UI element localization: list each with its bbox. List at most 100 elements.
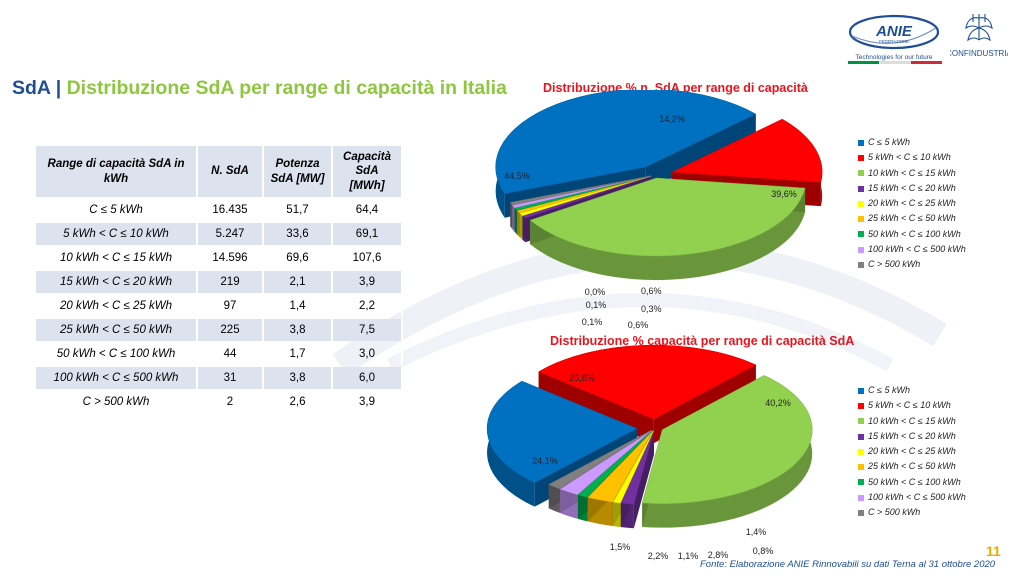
legend-swatch (858, 154, 864, 161)
chart2-title: Distribuzione % capacità per range di ca… (550, 334, 855, 348)
data-label: 14,2% (659, 114, 685, 124)
legend-item: C ≤ 5 kWh (858, 135, 966, 150)
legend-swatch (858, 448, 864, 455)
legend-item: 5 kWh < C ≤ 10 kWh (858, 150, 966, 165)
capacity-cell: 107,6 (333, 247, 403, 269)
pie-slice-4 (612, 430, 654, 504)
range-cell: 20 kWh < C ≤ 25 kWh (36, 295, 198, 317)
range-cell: 5 kWh < C ≤ 10 kWh (36, 223, 198, 245)
data-label: 1,1% (678, 551, 699, 561)
table-row: 50 kWh < C ≤ 100 kWh 44 1,7 3,0 (36, 343, 403, 365)
data-label: 44,5% (504, 171, 530, 181)
legend-item: 10 kWh < C ≤ 15 kWh (858, 414, 966, 429)
data-label: 0,6% (641, 286, 662, 296)
pie-slice-1 (538, 344, 757, 420)
capacity-cell: 69,1 (333, 223, 403, 245)
data-label: 2,8% (708, 550, 729, 560)
legend-label: 25 kWh < C ≤ 50 kWh (868, 213, 956, 224)
legend-swatch (858, 246, 864, 253)
count-cell: 97 (198, 295, 264, 317)
legend-label: 20 kWh < C ≤ 25 kWh (868, 198, 956, 209)
pie-slice-3 (620, 430, 655, 505)
header-range: Range di capacità SdA in kWh (36, 146, 198, 197)
count-cell: 5.247 (198, 223, 264, 245)
header-capacity: Capacità SdA [MWh] (333, 146, 403, 197)
count-cell: 16.435 (198, 199, 264, 221)
pie-slice-6 (577, 430, 653, 498)
count-cell: 219 (198, 271, 264, 293)
power-cell: 1,4 (264, 295, 333, 317)
legend-item: C > 500 kWh (858, 505, 966, 520)
capacity-cell: 64,4 (333, 199, 403, 221)
capacity-table: Range di capacità SdA in kWh N. SdA Pote… (36, 144, 403, 415)
legend-item: 5 kWh < C ≤ 10 kWh (858, 398, 966, 413)
legend-label: 20 kWh < C ≤ 25 kWh (868, 446, 956, 457)
pie-slice-1 (671, 118, 823, 183)
legend-item: 10 kWh < C ≤ 15 kWh (858, 166, 966, 181)
legend-item: C > 500 kWh (858, 257, 966, 272)
legend-label: C ≤ 5 kWh (868, 137, 910, 147)
legend-label: 25 kWh < C ≤ 50 kWh (868, 461, 956, 472)
pie-slice-2 (641, 375, 813, 504)
range-cell: C ≤ 5 kWh (36, 199, 198, 221)
page-number: 11 (986, 543, 1001, 559)
legend-label: 50 kWh < C ≤ 100 kWh (868, 476, 961, 487)
anie-logo: ANIE FEDERAZIONE Technologies for our fu… (848, 14, 940, 61)
pie-slice-7 (559, 430, 652, 496)
confindustria-logo: CONFINDUSTRIA (950, 14, 1008, 58)
legend-item: 50 kWh < C ≤ 100 kWh (858, 475, 966, 490)
legend-item: 50 kWh < C ≤ 100 kWh (858, 227, 966, 242)
legend-item: 25 kWh < C ≤ 50 kWh (858, 211, 966, 226)
legend-label: C > 500 kWh (868, 259, 921, 270)
range-cell: C > 500 kWh (36, 391, 198, 413)
anie-logo-sub: FEDERAZIONE (879, 39, 909, 44)
legend-item: C ≤ 5 kWh (858, 383, 966, 398)
count-cell: 14.596 (198, 247, 264, 269)
range-cell: 10 kWh < C ≤ 15 kWh (36, 247, 198, 269)
legend-item: 25 kWh < C ≤ 50 kWh (858, 459, 966, 474)
anie-logo-text: ANIE (875, 23, 913, 40)
range-cell: 15 kWh < C ≤ 20 kWh (36, 271, 198, 293)
table-row: 100 kWh < C ≤ 500 kWh 31 3,8 6,0 (36, 367, 403, 389)
range-cell: 25 kWh < C ≤ 50 kWh (36, 319, 198, 341)
confindustria-logo-text: CONFINDUSTRIA (950, 49, 1008, 58)
chart2-legend: C ≤ 5 kWh 5 kWh < C ≤ 10 kWh 10 kWh < C ≤ … (858, 383, 966, 521)
data-label: 0,0% (585, 287, 606, 297)
legend-swatch (858, 494, 864, 501)
data-label: 0,8% (753, 546, 774, 556)
data-label: 1,5% (610, 542, 631, 552)
legend-label: C > 500 kWh (868, 507, 921, 518)
page-title: SdA | Distribuzione SdA per range di cap… (12, 77, 507, 100)
capacity-cell: 7,5 (333, 319, 403, 341)
legend-label: 100 kWh < C ≤ 500 kWh (868, 244, 966, 255)
legend-swatch (858, 418, 864, 425)
data-label: 40,2% (765, 398, 791, 408)
data-label: 24,1% (532, 456, 558, 466)
data-label: 0,3% (641, 304, 662, 314)
capacity-cell: 6,0 (333, 367, 403, 389)
legend-swatch (858, 200, 864, 207)
power-cell: 3,8 (264, 367, 333, 389)
legend-label: 15 kWh < C ≤ 20 kWh (868, 182, 956, 193)
pie-slice-side (530, 188, 806, 281)
table-row: 10 kWh < C ≤ 15 kWh 14.596 69,6 107,6 (36, 247, 403, 269)
table-row: 15 kWh < C ≤ 20 kWh 219 2,1 3,9 (36, 271, 403, 293)
legend-swatch (858, 464, 864, 471)
pie-chart-count: 44,5% 14,2% 39,6% 0,6% 0,3% 0,6% 0,1% 0,1% 0,0% (495, 90, 823, 330)
legend-swatch (858, 139, 864, 146)
count-cell: 2 (198, 391, 264, 413)
count-cell: 225 (198, 319, 264, 341)
title-separator: | (55, 77, 62, 99)
title-main: Distribuzione SdA per range di capacità … (66, 77, 507, 99)
table-row: 5 kWh < C ≤ 10 kWh 5.247 33,6 69,1 (36, 223, 403, 245)
data-label: 2,2% (648, 551, 669, 561)
legend-swatch (858, 216, 864, 223)
pie-slice-8 (548, 430, 652, 490)
capacity-cell: 3,0 (333, 343, 403, 365)
pie-slice-2 (529, 177, 806, 257)
range-cell: 50 kWh < C ≤ 100 kWh (36, 343, 198, 365)
legend-label: C ≤ 5 kWh (868, 385, 910, 395)
data-label: 0,1% (586, 300, 607, 310)
data-label: 39,6% (771, 189, 797, 199)
power-cell: 2,1 (264, 271, 333, 293)
